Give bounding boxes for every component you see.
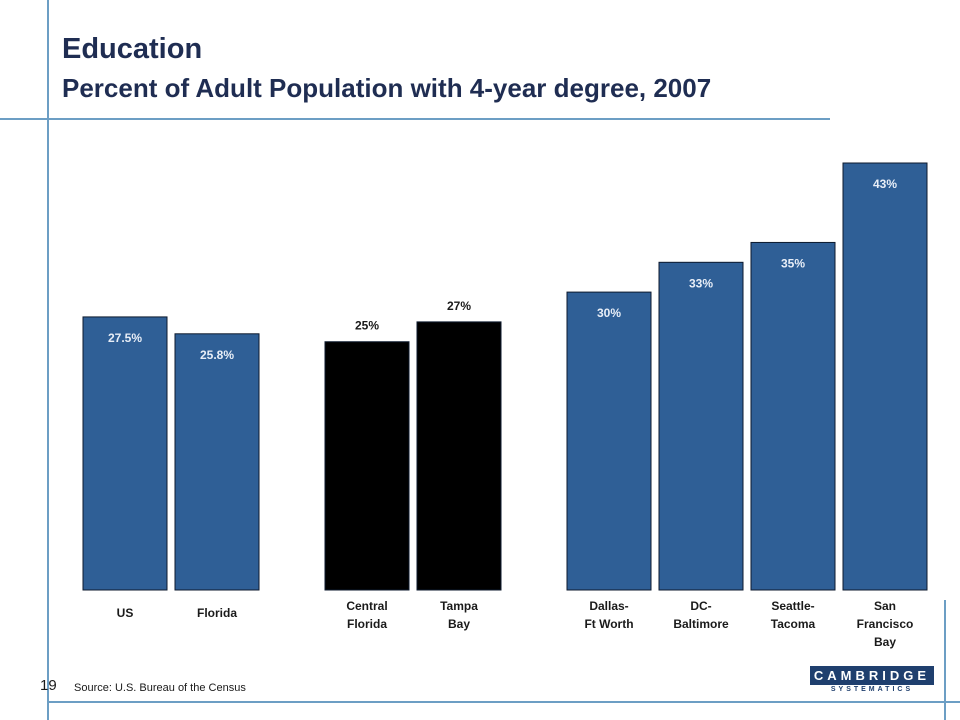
category-label-7-line-0: San (874, 599, 896, 613)
frame-horizontal-bottom (49, 701, 960, 703)
page-title: Education (62, 33, 203, 65)
category-label-7: San Francisco Bay (857, 599, 914, 649)
category-label-5: DC- Baltimore (673, 599, 729, 631)
category-label-5-line-1: Baltimore (673, 617, 729, 631)
bar-3 (416, 321, 502, 591)
category-label-4-line-0: Dallas- (589, 599, 628, 613)
category-label-1-line-0: Florida (197, 606, 237, 620)
category-label-1: Florida (197, 606, 237, 620)
category-label-6: Seattle- Tacoma (771, 599, 816, 631)
logo-wordmark: CAMBRIDGE (810, 666, 934, 685)
category-label-0-line-0: US (117, 606, 134, 620)
category-label-7-line-1: Francisco (857, 617, 914, 631)
bar-value-label-2: 25% (355, 319, 379, 333)
category-label-4: Dallas- Ft Worth (584, 599, 633, 631)
category-labels-layer: US Florida Central Florida Tampa Bay Dallas- Ft… (117, 599, 914, 649)
bar-4 (566, 291, 652, 591)
bar-2 (324, 341, 410, 591)
category-label-3-line-1: Bay (448, 617, 470, 631)
frame-horizontal-top (0, 118, 830, 120)
page-number: 19 (40, 677, 57, 694)
bar-0 (82, 316, 168, 591)
frame-vertical-left (47, 0, 49, 720)
frame-vertical-right (944, 600, 946, 720)
bar-value-label-0: 27.5% (108, 331, 142, 345)
cambridge-systematics-logo: CAMBRIDGE SYSTEMATICS (810, 666, 934, 694)
bar-value-label-7: 43% (873, 177, 897, 191)
bar-6 (750, 241, 836, 591)
category-label-4-line-1: Ft Worth (584, 617, 633, 631)
category-label-3: Tampa Bay (440, 599, 478, 631)
category-label-7-line-2: Bay (874, 635, 896, 649)
bar-7 (842, 162, 928, 591)
bar-value-label-3: 27% (447, 299, 471, 313)
logo-subtext: SYSTEMATICS (830, 686, 914, 693)
bar-value-label-6: 35% (781, 256, 805, 270)
category-label-0: US (117, 606, 134, 620)
bars-layer (82, 162, 928, 591)
category-label-6-line-1: Tacoma (771, 617, 816, 631)
bar-1 (174, 333, 260, 591)
category-label-3-line-0: Tampa (440, 599, 478, 613)
bar-value-label-1: 25.8% (200, 348, 234, 362)
category-label-2-line-0: Central (346, 599, 387, 613)
category-label-5-line-0: DC- (690, 599, 711, 613)
category-label-2: Central Florida (346, 599, 387, 631)
value-labels-layer: 27.5% 25.8% 25% 27% 30% 33% 35% 43% (108, 177, 897, 362)
category-label-2-line-1: Florida (347, 617, 387, 631)
category-label-6-line-0: Seattle- (771, 599, 814, 613)
bar-5 (658, 261, 744, 591)
page-subtitle: Percent of Adult Population with 4-year … (62, 73, 712, 103)
bar-value-label-5: 33% (689, 276, 713, 290)
bar-value-label-4: 30% (597, 306, 621, 320)
source-note: Source: U.S. Bureau of the Census (74, 682, 246, 694)
